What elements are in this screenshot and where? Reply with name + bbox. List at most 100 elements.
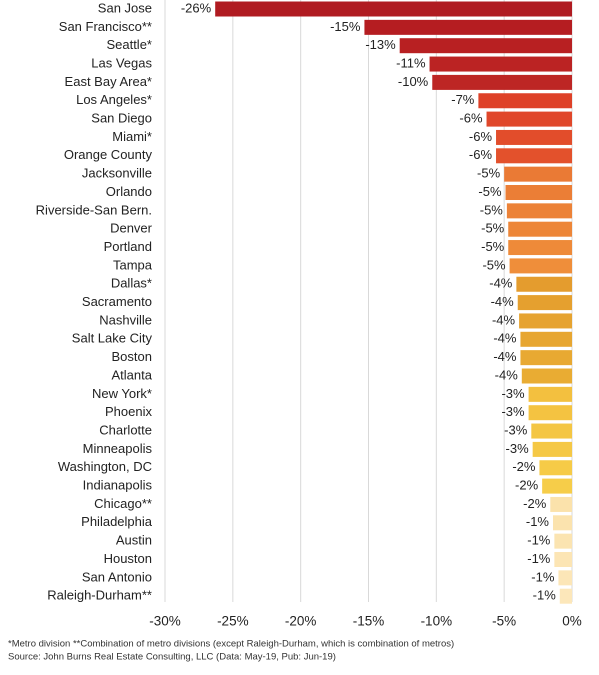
value-label: -2%	[515, 478, 539, 493]
bar	[399, 38, 572, 54]
bar	[509, 258, 572, 274]
category-label: San Jose	[98, 0, 152, 15]
x-tick-label: -15%	[353, 614, 385, 629]
value-label: -11%	[396, 55, 426, 70]
value-label: -5%	[477, 166, 501, 181]
category-label: Atlanta	[112, 367, 153, 382]
value-label: -26%	[181, 0, 212, 15]
category-label: Phoenix	[105, 404, 152, 419]
bar	[550, 496, 572, 512]
x-tick-label: -30%	[149, 614, 181, 629]
category-label: Sacramento	[82, 294, 152, 309]
x-tick-label: 0%	[562, 614, 582, 629]
value-label: -6%	[469, 129, 493, 144]
x-tick-label: -5%	[492, 614, 516, 629]
bar	[542, 478, 572, 494]
category-label: Chicago**	[94, 496, 152, 511]
bar	[528, 405, 572, 421]
bar	[520, 331, 572, 347]
value-label: -15%	[330, 19, 361, 34]
bar	[531, 423, 572, 439]
bar	[554, 552, 572, 567]
category-label: Seattle*	[106, 37, 152, 52]
footnote: *Metro division **Combination of metro d…	[8, 639, 454, 650]
value-label: -1%	[531, 569, 555, 584]
bar	[553, 515, 572, 531]
category-label: Charlotte	[99, 422, 152, 437]
bar	[517, 295, 572, 311]
value-label: -1%	[527, 551, 551, 566]
value-label: -3%	[501, 386, 525, 401]
bar	[516, 276, 572, 292]
value-label: -5%	[482, 257, 506, 272]
source-note: Source: John Burns Real Estate Consultin…	[8, 652, 336, 663]
bar	[364, 19, 572, 35]
bar	[478, 93, 572, 109]
value-label: -6%	[459, 111, 483, 126]
value-label: -1%	[527, 533, 551, 548]
bar	[521, 368, 572, 384]
value-label: -4%	[493, 349, 517, 364]
bar	[558, 570, 572, 586]
category-label: Riverside-San Bern.	[36, 202, 152, 217]
category-label: Raleigh-Durham**	[47, 588, 152, 603]
category-label: Houston	[104, 551, 152, 566]
bar	[519, 313, 572, 329]
value-label: -3%	[506, 441, 530, 456]
value-label: -1%	[533, 588, 557, 603]
value-label: -4%	[493, 331, 517, 346]
value-label: -4%	[492, 312, 516, 327]
value-label: -7%	[451, 92, 475, 107]
value-label: -5%	[478, 184, 502, 199]
bar	[496, 148, 572, 164]
category-label: Dallas*	[111, 276, 152, 291]
bar	[504, 166, 572, 182]
bar	[215, 1, 573, 17]
category-label: Los Angeles*	[76, 92, 152, 107]
x-tick-label: -25%	[217, 614, 249, 629]
category-label: Boston	[112, 349, 152, 364]
value-label: -4%	[495, 367, 519, 382]
value-label: -3%	[504, 422, 528, 437]
x-tick-label: -20%	[285, 614, 317, 629]
bar	[432, 74, 572, 90]
category-label: Orange County	[64, 147, 153, 162]
category-label: San Antonio	[82, 569, 152, 584]
value-label: -5%	[481, 239, 505, 254]
category-label: Philadelphia	[81, 514, 153, 529]
x-tick-label: -10%	[421, 614, 453, 629]
bar	[505, 185, 572, 200]
bar	[539, 460, 572, 476]
value-label: -6%	[469, 147, 493, 162]
category-label: Portland	[104, 239, 152, 254]
value-label: -1%	[526, 514, 550, 529]
bar	[486, 111, 572, 127]
category-label: Denver	[110, 221, 153, 236]
category-label: Jacksonville	[82, 166, 152, 181]
bar	[559, 588, 572, 604]
bar	[520, 350, 572, 366]
category-label: New York*	[92, 386, 152, 401]
value-label: -2%	[523, 496, 547, 511]
bar	[508, 240, 572, 256]
bar	[554, 533, 572, 549]
value-label: -4%	[491, 294, 515, 309]
bar	[532, 441, 572, 457]
value-label: -3%	[501, 404, 525, 419]
bar	[496, 129, 572, 145]
category-label: San Diego	[91, 111, 152, 126]
category-label: East Bay Area*	[65, 74, 152, 89]
category-label: Washington, DC	[58, 459, 152, 474]
value-label: -4%	[489, 276, 513, 291]
category-label: Miami*	[112, 129, 152, 144]
value-label: -13%	[365, 37, 396, 52]
category-label: Salt Lake City	[72, 331, 153, 346]
value-label: -2%	[512, 459, 536, 474]
bar	[508, 221, 572, 237]
value-label: -5%	[480, 202, 504, 217]
category-label: Nashville	[99, 312, 152, 327]
bar	[528, 386, 572, 402]
category-label: Las Vegas	[91, 55, 152, 70]
category-label: Minneapolis	[83, 441, 153, 456]
